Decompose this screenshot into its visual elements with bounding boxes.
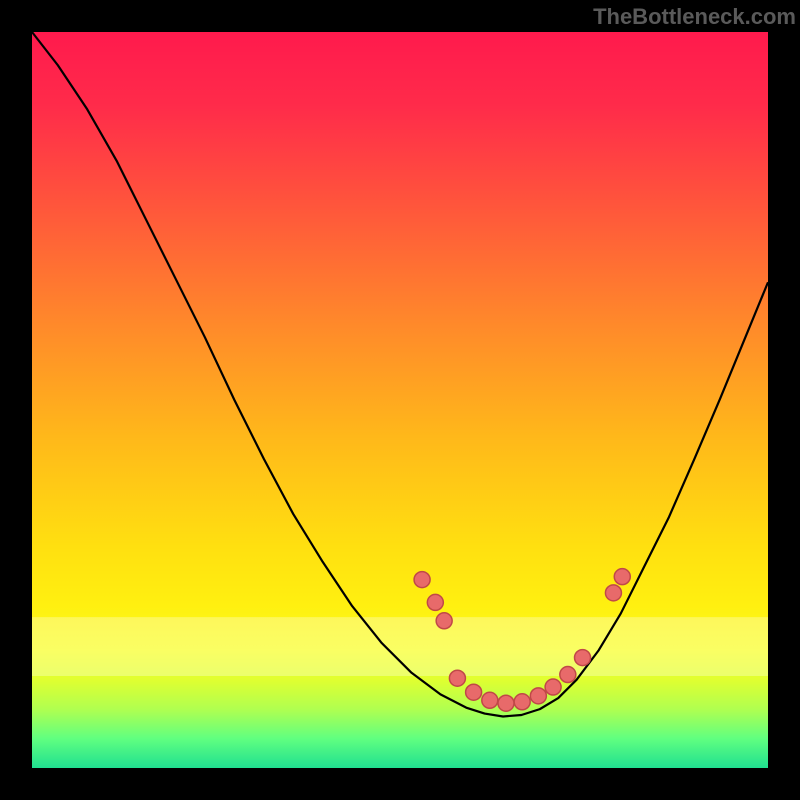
data-marker <box>575 650 591 666</box>
data-marker <box>436 613 452 629</box>
data-marker <box>466 684 482 700</box>
data-marker <box>498 695 514 711</box>
data-marker <box>560 667 576 683</box>
data-marker <box>614 569 630 585</box>
data-marker <box>482 692 498 708</box>
data-marker <box>427 594 443 610</box>
data-marker <box>514 694 530 710</box>
emphasis-band <box>32 617 768 676</box>
bottleneck-chart <box>0 0 800 800</box>
data-marker <box>605 585 621 601</box>
data-marker <box>414 572 430 588</box>
data-marker <box>545 679 561 695</box>
watermark-text: TheBottleneck.com <box>593 4 796 30</box>
data-marker <box>530 688 546 704</box>
data-marker <box>449 670 465 686</box>
